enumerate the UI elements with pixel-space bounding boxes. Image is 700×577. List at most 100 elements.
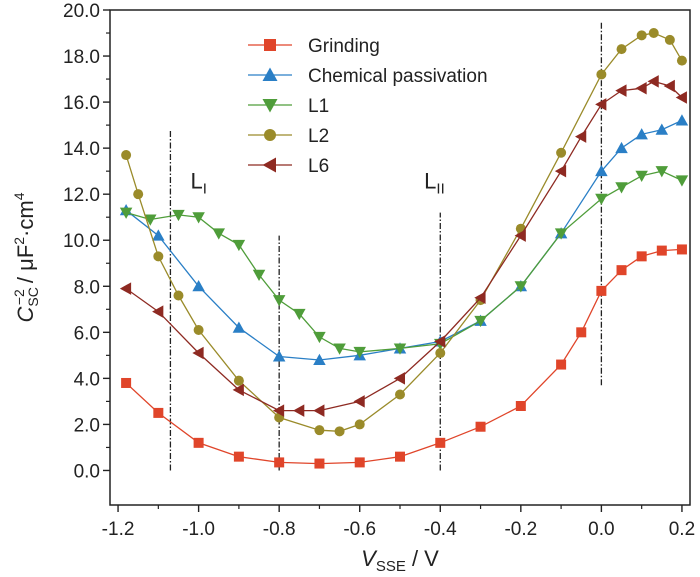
data-point [232, 383, 244, 397]
data-point [556, 359, 567, 370]
legend-marker [264, 129, 276, 141]
x-tick-label: 0.2 [669, 519, 695, 540]
axes: -1.2 -1.0 -0.8 -0.6 -0.4 -0.2 0.0 0.2 0.0 2.0 4.0 6… [11, 1, 695, 575]
data-point [233, 451, 244, 462]
data-point [192, 212, 205, 224]
data-point [314, 458, 325, 469]
data-point [153, 251, 164, 262]
data-point [212, 228, 225, 240]
data-point [615, 141, 628, 154]
y-tick-label: 20.0 [63, 1, 100, 22]
x-tick-label: -0.2 [504, 519, 537, 540]
data-point [676, 55, 687, 66]
legend-marker [264, 39, 276, 51]
reference-lines [169, 21, 603, 471]
data-point [664, 34, 675, 45]
data-point [119, 207, 133, 219]
data-point [656, 245, 667, 256]
y-tick-label: 0.0 [74, 461, 100, 482]
data-point [675, 175, 689, 187]
data-point [635, 82, 647, 95]
data-point [232, 321, 246, 333]
data-point [333, 343, 346, 355]
data-point [575, 130, 587, 143]
series-group [119, 28, 689, 469]
series-line [125, 248, 682, 465]
y-tick-label: 12.0 [63, 185, 100, 206]
data-point [475, 421, 486, 432]
data-point [655, 123, 669, 135]
y-tick-label: 6.0 [74, 323, 100, 344]
data-point [252, 269, 266, 282]
x-tick-label: -1.2 [102, 519, 135, 540]
data-point [636, 251, 647, 262]
data-point [133, 189, 144, 200]
series-line [125, 170, 683, 353]
data-point [121, 150, 132, 161]
y-tick-label: 8.0 [74, 277, 100, 298]
data-point [595, 164, 608, 177]
data-point [192, 280, 205, 292]
data-point [152, 305, 164, 318]
data-point [596, 285, 607, 296]
x-tick-label: -1.0 [182, 519, 215, 540]
y-tick-label: 2.0 [74, 415, 100, 436]
data-point [616, 265, 627, 276]
data-point [636, 30, 647, 41]
data-point [192, 346, 204, 360]
legend-label: Grinding [308, 36, 380, 57]
y-tick-label: 14.0 [63, 139, 100, 160]
annotations: LI LII [191, 168, 445, 197]
y-tick-label: 4.0 [74, 369, 100, 390]
data-point [595, 193, 608, 206]
data-point [272, 350, 286, 362]
series-line [125, 80, 683, 412]
data-point [172, 209, 185, 222]
data-point [152, 229, 165, 241]
region-label: LI [191, 168, 207, 197]
data-point [313, 331, 326, 344]
x-tick-label: -0.6 [343, 519, 376, 540]
data-point [655, 166, 669, 178]
y-tick-label: 18.0 [63, 47, 100, 68]
x-tick-label: -0.4 [424, 519, 457, 540]
legend-item: Chemical passivation [248, 66, 488, 87]
x-axis-title: VSSE / V [361, 546, 439, 575]
data-point [274, 457, 285, 468]
data-point [293, 404, 305, 417]
data-point [232, 239, 246, 252]
data-point [474, 315, 487, 328]
series-line [125, 119, 683, 361]
data-point [272, 295, 286, 307]
series-grinding [121, 244, 687, 469]
data-point [395, 389, 405, 400]
legend-label: Chemical passivation [308, 66, 488, 87]
data-point [435, 348, 446, 359]
x-tick-label: 0.0 [588, 519, 614, 540]
data-point [354, 419, 365, 430]
data-point [675, 91, 687, 104]
data-point [353, 346, 366, 359]
legend: Grinding Chemical passivation L1 L2 L6 [248, 36, 488, 177]
data-point [515, 401, 526, 411]
data-point [293, 308, 306, 321]
data-point [647, 75, 659, 88]
data-point [595, 98, 607, 111]
data-point [313, 353, 326, 365]
data-point [434, 335, 446, 348]
data-point [615, 84, 627, 97]
legend-marker [262, 99, 278, 113]
data-point [193, 437, 204, 448]
data-point [354, 457, 365, 468]
series-l6 [119, 75, 687, 417]
data-point [615, 182, 628, 194]
y-tick-label: 16.0 [63, 93, 100, 114]
data-point [635, 128, 648, 140]
series-chemical-passivation [119, 114, 689, 365]
data-point [556, 147, 567, 158]
series-line [125, 32, 683, 432]
legend-item: L1 [248, 96, 329, 117]
data-point [393, 372, 405, 385]
legend-item: Grinding [248, 36, 380, 57]
legend-marker [262, 67, 278, 81]
